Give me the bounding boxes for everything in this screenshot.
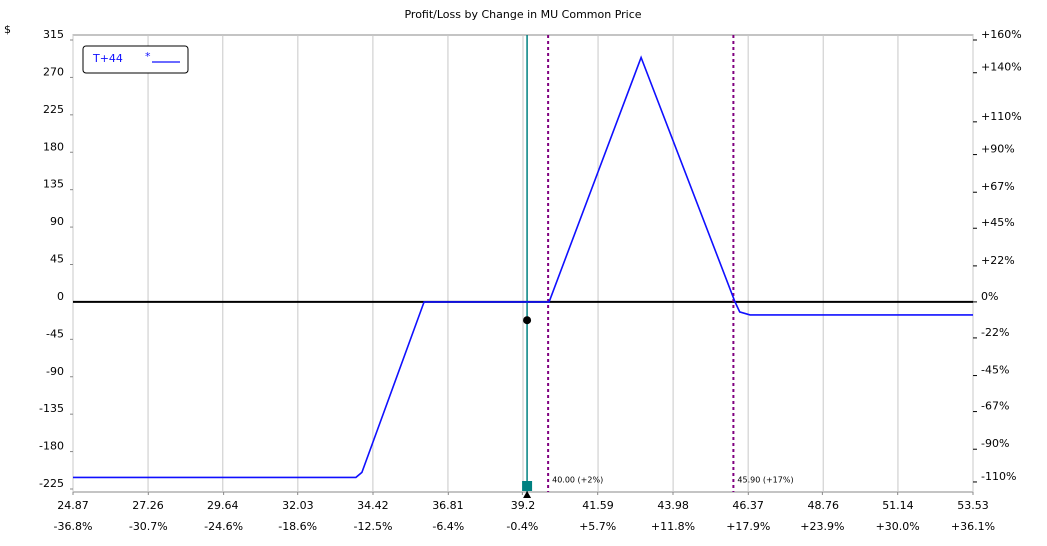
y2-tick-label: +110% [981, 110, 1022, 123]
y2-tick-label: 0% [981, 290, 998, 303]
x2-tick-label: -36.8% [54, 520, 93, 533]
y2-tick-label: -67% [981, 400, 1009, 413]
x-tick-label: 51.14 [882, 499, 914, 512]
x2-tick-label: -24.6% [204, 520, 243, 533]
y2-tick-label: -90% [981, 437, 1009, 450]
y-tick-label: 270 [43, 65, 64, 78]
y-tick-label: 90 [50, 215, 64, 228]
legend-symbol: * [145, 50, 151, 63]
x-tick-label: 46.37 [732, 499, 764, 512]
y2-tick-label: +160% [981, 28, 1022, 41]
y-tick-label: -225 [39, 477, 64, 490]
y-tick-label: 0 [57, 290, 64, 303]
y-unit-label: $ [4, 23, 11, 36]
x2-tick-label: +23.9% [800, 520, 844, 533]
x2-tick-label: -0.4% [506, 520, 538, 533]
y2-tick-label: +90% [981, 143, 1015, 156]
x-tick-label: 53.53 [957, 499, 989, 512]
y-tick-label: 180 [43, 140, 64, 153]
annotation-label: 45.90 (+17%) [737, 476, 793, 485]
x-tick-label: 32.03 [282, 499, 314, 512]
y2-tick-label: -110% [981, 470, 1016, 483]
x-tick-label: 29.64 [207, 499, 239, 512]
chart-title: Profit/Loss by Change in MU Common Price [404, 8, 641, 21]
x2-tick-label: +30.0% [876, 520, 920, 533]
x-tick-label: 24.87 [57, 499, 89, 512]
y2-tick-label: -45% [981, 364, 1009, 377]
x-tick-label: 27.26 [132, 499, 164, 512]
y-tick-label: 45 [50, 253, 64, 266]
y-tick-label: 315 [43, 28, 64, 41]
x2-tick-label: +36.1% [951, 520, 995, 533]
current-price-arrow [523, 491, 532, 498]
x-tick-label: 36.81 [432, 499, 464, 512]
y2-tick-label: +140% [981, 61, 1022, 74]
x-tick-label: 43.98 [657, 499, 689, 512]
series-line [73, 55, 973, 479]
y2-tick-label: +67% [981, 180, 1015, 193]
x2-tick-label: -12.5% [354, 520, 393, 533]
x2-tick-label: +5.7% [579, 520, 616, 533]
x-tick-label: 39.2 [511, 499, 536, 512]
legend-box [82, 45, 189, 74]
current-pl-dot [523, 316, 532, 325]
x2-tick-label: -6.4% [432, 520, 464, 533]
x2-tick-label: -18.6% [278, 520, 317, 533]
annotation-label: 40.00 (+2%) [552, 476, 603, 485]
y-tick-label: -45 [46, 327, 64, 340]
y-tick-label: -135 [39, 402, 64, 415]
y-tick-label: 135 [43, 178, 64, 191]
x-tick-label: 48.76 [807, 499, 839, 512]
x-tick-label: 41.59 [582, 499, 614, 512]
legend-label: T+44 [92, 52, 123, 65]
y2-tick-label: +45% [981, 216, 1015, 229]
y-tick-label: -180 [39, 440, 64, 453]
y2-tick-label: +22% [981, 254, 1015, 267]
x2-tick-label: +11.8% [651, 520, 695, 533]
x2-tick-label: +17.9% [726, 520, 770, 533]
x-tick-label: 34.42 [357, 499, 389, 512]
y-tick-label: -90 [46, 365, 64, 378]
current-price-marker [522, 481, 533, 491]
x2-tick-label: -30.7% [129, 520, 168, 533]
y-tick-label: 225 [43, 103, 64, 116]
y2-tick-label: -22% [981, 326, 1009, 339]
